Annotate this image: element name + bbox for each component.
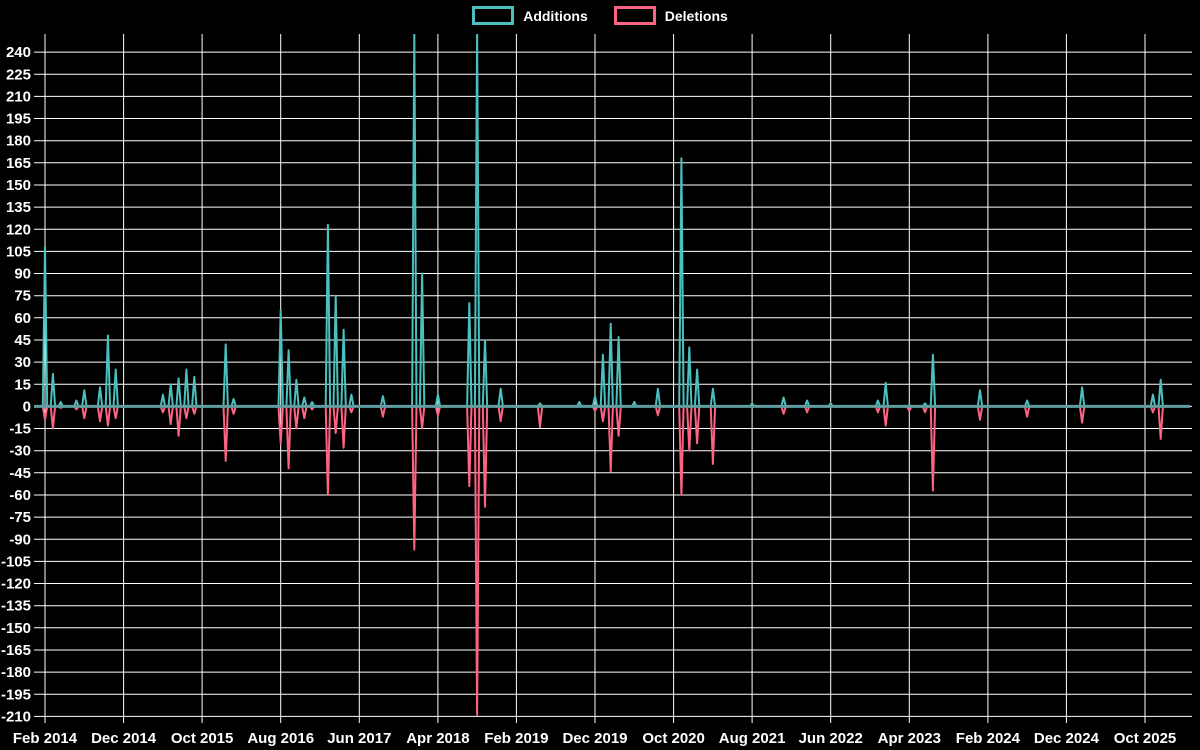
x-tick-label: Dec 2024 [1034,730,1100,747]
y-tick-label: -105 [1,553,31,570]
y-tick-label: 135 [6,199,31,216]
x-tick-label: Jun 2017 [327,730,391,747]
x-tick-label: Oct 2025 [1114,730,1177,747]
y-tick-label: 195 [6,111,31,128]
y-tick-label: 75 [14,288,31,305]
x-tick-label: Jun 2022 [799,730,863,747]
y-tick-label: 105 [6,243,31,260]
y-tick-label: -45 [9,465,31,482]
y-tick-label: 30 [14,354,31,371]
y-tick-label: -135 [1,598,31,615]
x-tick-label: Aug 2021 [719,730,786,747]
y-tick-label: -60 [9,487,31,504]
x-tick-label: Apr 2018 [406,730,469,747]
y-tick-label: 90 [14,266,31,283]
chart-legend: Additions Deletions [0,6,1200,25]
y-tick-label: 225 [6,66,31,83]
x-tick-label: Dec 2014 [91,730,157,747]
x-tick-label: Oct 2015 [171,730,234,747]
y-tick-label: 165 [6,155,31,172]
x-tick-label: Aug 2016 [247,730,314,747]
x-tick-label: Feb 2019 [484,730,548,747]
y-tick-label: -210 [1,708,31,725]
y-tick-label: 150 [6,177,31,194]
x-tick-label: Apr 2023 [878,730,941,747]
y-tick-label: -75 [9,509,31,526]
deletions-legend-label: Deletions [664,7,728,24]
y-tick-label: 120 [6,221,31,238]
legend-item-deletions[interactable]: Deletions [613,6,728,25]
y-tick-label: -15 [9,421,31,438]
legend-item-additions[interactable]: Additions [472,6,588,25]
y-tick-label: 15 [14,376,31,393]
y-tick-label: 45 [14,332,31,349]
x-tick-label: Feb 2014 [13,730,78,747]
y-tick-label: 180 [6,133,31,150]
y-tick-label: 240 [6,44,31,61]
additions-legend-label: Additions [523,7,588,24]
x-tick-label: Oct 2020 [642,730,705,747]
y-tick-label: -195 [1,686,31,703]
x-tick-label: Feb 2024 [956,730,1021,747]
additions-legend-swatch [472,6,515,25]
y-tick-label: -180 [1,664,31,681]
y-tick-label: -165 [1,642,31,659]
y-tick-label: 210 [6,88,31,105]
additions-line [34,34,1190,408]
y-tick-label: -150 [1,620,31,637]
deletions-line [34,405,1190,716]
deletions-legend-swatch [613,6,656,25]
y-tick-label: -30 [9,443,31,460]
x-tick-label: Dec 2019 [562,730,627,747]
y-tick-label: -90 [9,531,31,548]
y-tick-label: 0 [23,398,31,415]
y-tick-label: -120 [1,576,31,593]
y-tick-label: 60 [14,310,31,327]
